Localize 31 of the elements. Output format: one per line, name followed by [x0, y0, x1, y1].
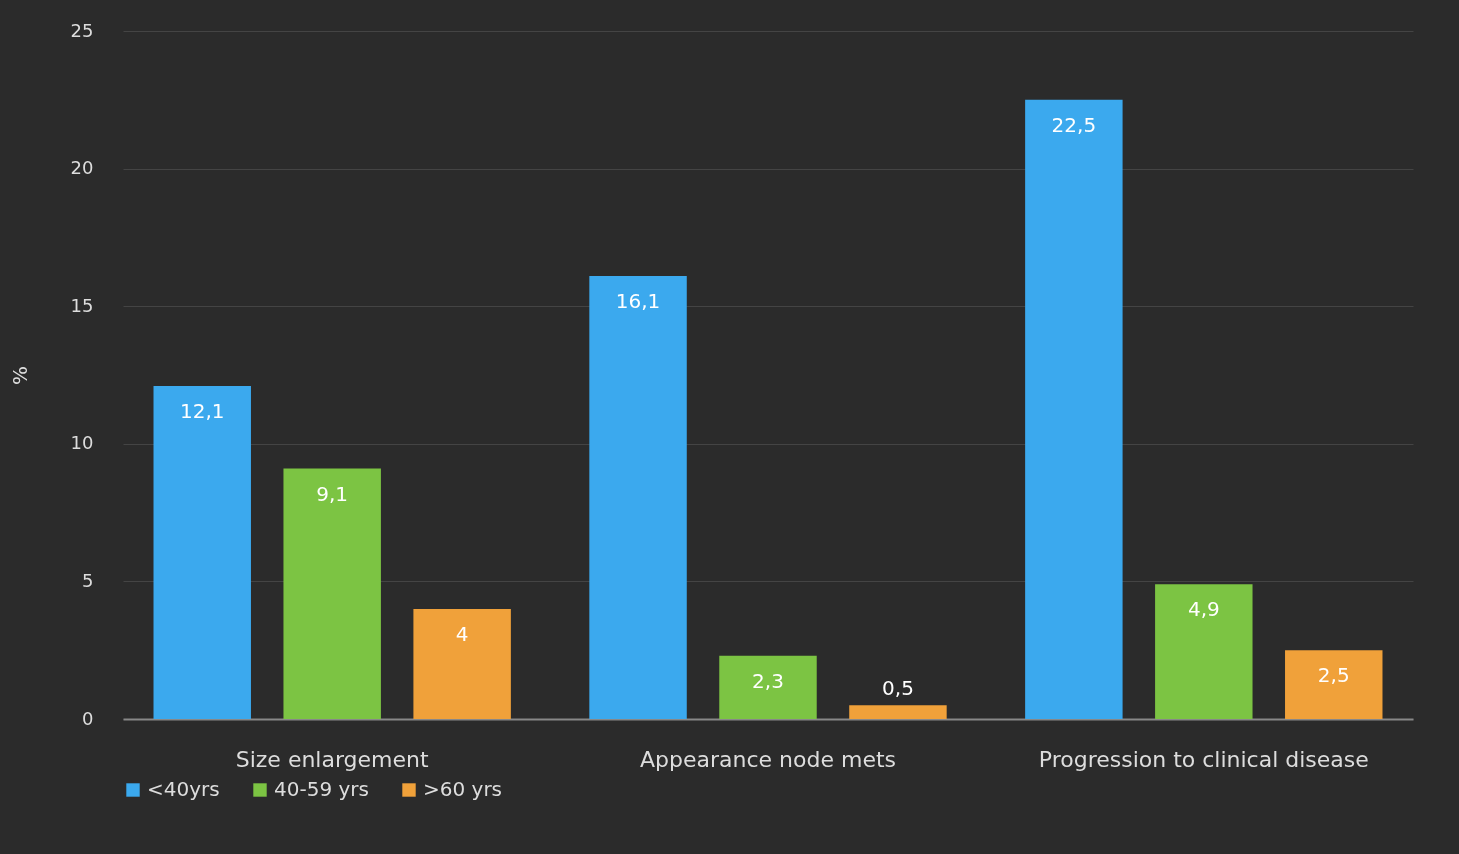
- legend-label: 40-59 yrs: [274, 777, 369, 801]
- y-tick-label: 20: [70, 157, 94, 179]
- bar: [589, 275, 687, 719]
- bar: [1285, 650, 1383, 719]
- bar: [1025, 99, 1123, 719]
- x-tick-label: Progression to clinical disease: [1038, 746, 1369, 772]
- y-axis-title: %: [7, 365, 32, 386]
- data-label: 4: [455, 621, 469, 646]
- y-tick-label: 0: [82, 707, 94, 729]
- legend-label: >60 yrs: [423, 777, 503, 801]
- data-label: 22,5: [1051, 112, 1097, 137]
- data-label: 2,3: [752, 668, 784, 693]
- data-label: 12,1: [179, 399, 225, 424]
- y-tick-label: 10: [70, 432, 94, 454]
- bar: [413, 608, 511, 719]
- y-tick-label: 5: [82, 569, 94, 591]
- data-label: 16,1: [615, 288, 661, 313]
- y-tick-label: 15: [70, 294, 94, 316]
- x-tick-label: Size enlargement: [235, 746, 430, 772]
- bar: [153, 386, 251, 719]
- y-tick-label: 25: [70, 19, 94, 41]
- legend-label: <40yrs: [147, 777, 220, 801]
- x-tick-label: Appearance node mets: [639, 746, 897, 772]
- data-label: 9,1: [316, 481, 349, 506]
- bar: [719, 655, 817, 719]
- bar: [1155, 584, 1253, 719]
- data-label: 4,9: [1187, 597, 1220, 622]
- bar: [283, 468, 381, 719]
- bar: [849, 705, 947, 719]
- data-label: 2,5: [1317, 663, 1350, 688]
- data-label: 0,5: [882, 676, 914, 701]
